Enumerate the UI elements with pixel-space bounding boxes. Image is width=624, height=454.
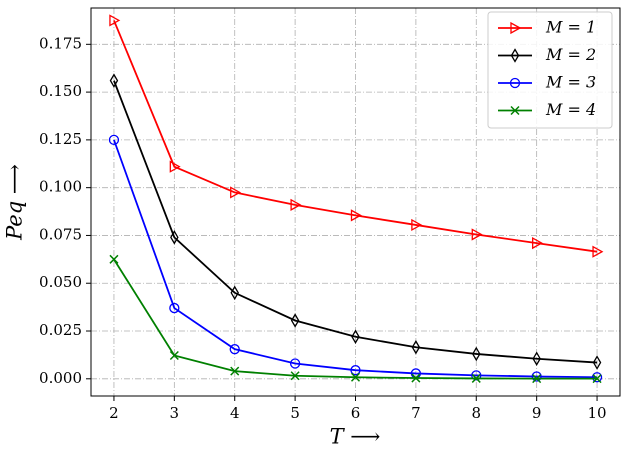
marker — [532, 351, 541, 367]
series-line — [113, 20, 598, 253]
x-tick-label: 9 — [532, 404, 542, 422]
marker — [230, 186, 242, 199]
marker — [592, 355, 602, 370]
legend-label: M = 1 — [545, 18, 596, 37]
x-tick-label: 10 — [588, 404, 607, 422]
marker — [350, 209, 362, 222]
marker — [290, 198, 302, 211]
y-tick-label: 0.075 — [39, 225, 82, 243]
marker — [290, 371, 300, 381]
marker — [532, 374, 542, 384]
y-tick-label: 0.150 — [39, 82, 82, 100]
x-tick-label: 5 — [290, 404, 300, 422]
y-tick-label: 0.000 — [39, 369, 82, 387]
series-line — [113, 139, 598, 379]
y-axis-label: Peq ⟶ — [3, 164, 27, 241]
y-tick-label: 0.050 — [39, 273, 82, 291]
legend-box — [487, 11, 613, 129]
marker — [411, 339, 421, 355]
marker — [471, 373, 481, 383]
marker — [290, 313, 300, 328]
plot-frame — [90, 7, 621, 397]
marker — [411, 218, 423, 232]
marker — [471, 370, 482, 381]
marker — [109, 14, 121, 27]
y-tick-label: 0.175 — [39, 34, 82, 52]
marker — [229, 344, 240, 355]
marker — [510, 21, 522, 35]
marker — [230, 285, 239, 301]
y-tick-label: 0.125 — [39, 130, 82, 148]
x-tick-label: 7 — [411, 404, 421, 422]
marker — [592, 374, 602, 384]
x-axis-label: T ⟶ — [330, 425, 381, 449]
marker — [170, 230, 179, 245]
marker — [531, 371, 542, 382]
marker — [510, 48, 520, 63]
x-tick-label: 8 — [472, 404, 482, 422]
x-tick-label: 2 — [109, 404, 119, 422]
marker — [350, 372, 361, 382]
marker — [230, 366, 240, 376]
x-tick-label: 6 — [351, 404, 361, 422]
marker — [109, 73, 119, 88]
marker — [509, 77, 521, 89]
y-tick-label: 0.025 — [39, 321, 82, 339]
x-tick-label: 4 — [230, 404, 240, 422]
marker — [591, 372, 603, 383]
legend-label: M = 4 — [545, 100, 596, 119]
series-line — [113, 80, 598, 364]
marker — [472, 346, 481, 362]
x-tick-label: 3 — [170, 404, 180, 422]
marker — [169, 160, 181, 173]
marker — [169, 350, 179, 361]
marker — [471, 228, 483, 241]
marker — [169, 302, 180, 314]
marker — [109, 254, 119, 264]
legend-label: M = 3 — [545, 73, 596, 92]
marker — [108, 134, 120, 146]
marker — [532, 236, 544, 250]
y-tick-label: 0.100 — [39, 178, 82, 196]
marker — [510, 105, 520, 116]
marker — [411, 373, 421, 383]
marker — [289, 358, 301, 369]
marker — [351, 329, 360, 345]
legend-label: M = 2 — [545, 45, 596, 64]
marker — [592, 245, 604, 258]
marker — [350, 365, 361, 376]
